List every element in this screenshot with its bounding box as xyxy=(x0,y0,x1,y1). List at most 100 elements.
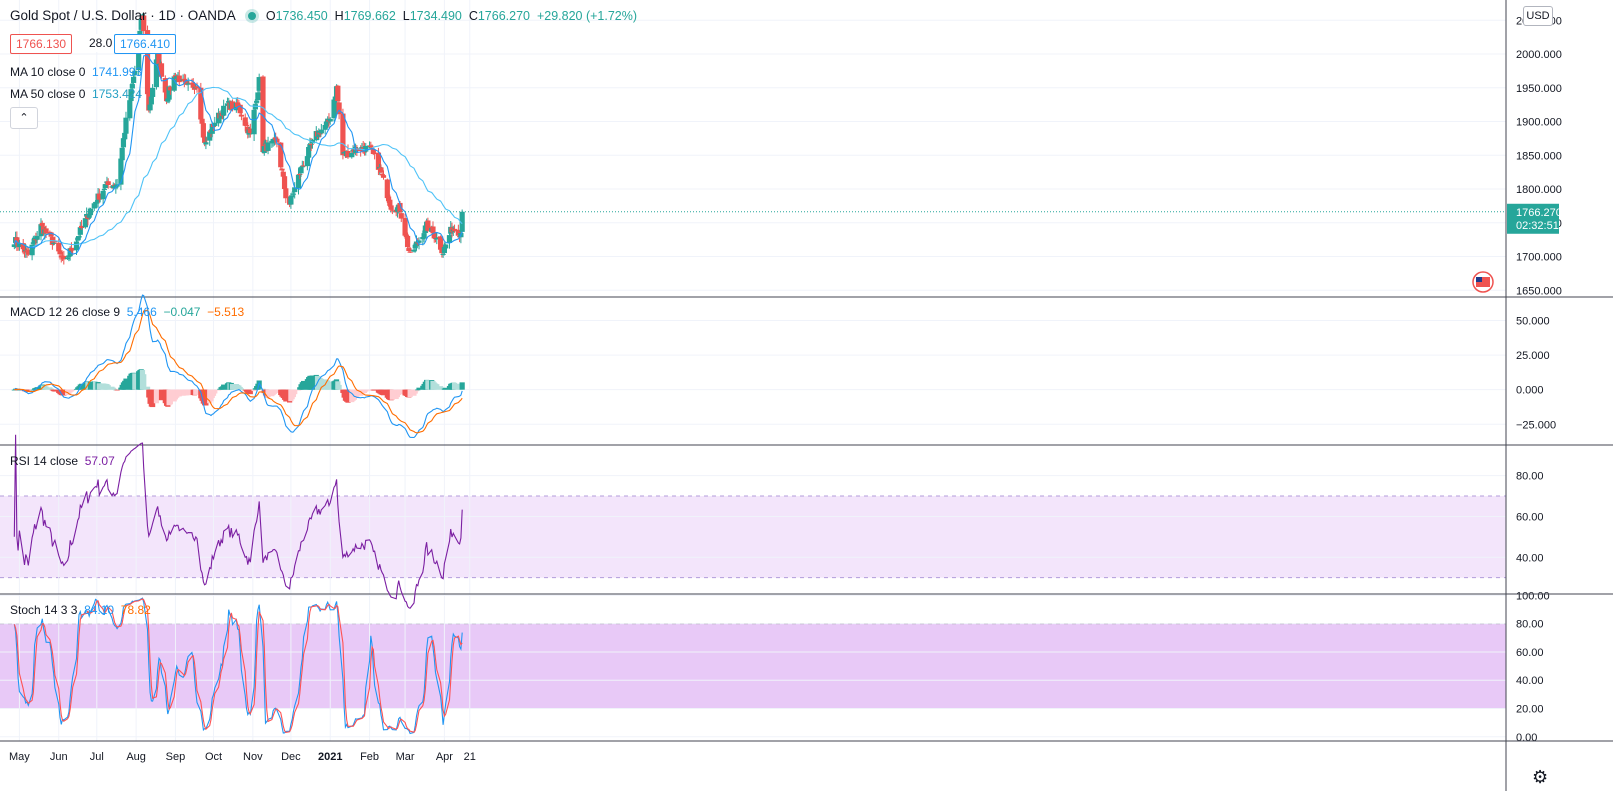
macd-hist-bar xyxy=(229,383,236,390)
macd-hist-bar xyxy=(48,388,54,390)
candle-body xyxy=(185,83,191,85)
candle-body xyxy=(34,236,40,240)
candle-body xyxy=(128,89,134,102)
candle xyxy=(389,205,395,215)
ma50-legend[interactable]: MA 50 close 0 1753.424 xyxy=(10,87,142,101)
candle-body xyxy=(397,202,403,213)
rsi-value: 57.07 xyxy=(84,454,115,468)
macd-hist-bar xyxy=(251,389,257,392)
candle xyxy=(443,243,449,252)
macd-hist-bar xyxy=(61,389,67,396)
pane-axis-label: 0.000 xyxy=(1516,385,1544,397)
ma50-label: MA 50 close 0 xyxy=(10,87,86,101)
candle-body xyxy=(29,244,35,256)
price-axis-label: 1850.000 xyxy=(1516,150,1562,162)
candle xyxy=(105,178,111,189)
candle-body xyxy=(398,213,404,219)
macd-hist-bar xyxy=(114,389,120,391)
candle xyxy=(398,212,404,223)
stoch-title: Stoch 14 3 3 xyxy=(10,603,78,617)
candle-body xyxy=(349,152,355,158)
candle-body xyxy=(446,235,453,244)
macd-histogram xyxy=(11,369,465,408)
candle-body xyxy=(147,104,153,111)
macd-hist-bar xyxy=(425,380,431,390)
macd-hist-bar xyxy=(318,378,324,390)
stoch-legend[interactable]: Stoch 14 3 3 84.10 78.82 xyxy=(10,603,151,617)
macd-hist-bar xyxy=(110,387,116,390)
candle-body xyxy=(308,143,314,145)
candle-body xyxy=(358,149,364,151)
macd-signal-line xyxy=(14,309,463,434)
candle-body xyxy=(103,184,109,189)
candle-body xyxy=(129,84,135,89)
macd-hist-bar xyxy=(43,386,49,390)
candle xyxy=(378,164,384,174)
candle-body xyxy=(459,211,465,232)
rsi-band xyxy=(0,496,1506,578)
macd-hist-bar xyxy=(78,383,85,390)
currency-button[interactable]: USD xyxy=(1523,6,1553,26)
macd-hist-bar xyxy=(354,389,360,397)
candle-body xyxy=(167,86,173,91)
candle-body xyxy=(94,202,100,204)
macd-hist-bar xyxy=(16,389,23,391)
time-axis-label: 21 xyxy=(464,751,476,763)
candle xyxy=(77,221,83,240)
macd-hist-bar xyxy=(283,389,289,402)
candle-body xyxy=(75,237,81,241)
us-flag-icon-stripes xyxy=(1476,277,1490,287)
time-axis-label: Oct xyxy=(205,751,222,763)
candle-body xyxy=(100,190,106,200)
candle-body xyxy=(243,125,250,127)
macd-hist-bar xyxy=(96,383,102,390)
candle-body xyxy=(387,199,393,206)
rsi-legend[interactable]: RSI 14 close 57.07 xyxy=(10,454,115,468)
candle xyxy=(243,119,250,127)
candle-body xyxy=(280,171,286,177)
macd-hist-bar xyxy=(176,389,182,397)
candle-body xyxy=(379,173,385,176)
time-axis-label: 2021 xyxy=(318,751,342,763)
rsi-line xyxy=(13,434,463,609)
symbol-title[interactable]: Gold Spot / U.S. Dollar · 1D · OANDA xyxy=(10,8,236,23)
candle-body xyxy=(221,105,227,116)
candle xyxy=(141,14,147,36)
candle xyxy=(459,209,465,234)
candle-body xyxy=(156,48,162,64)
time-axis-label: Mar xyxy=(396,751,415,763)
candle xyxy=(406,243,412,253)
ma10-legend[interactable]: MA 10 close 0 1741.993 xyxy=(10,65,142,79)
candle-body xyxy=(403,234,409,238)
candle-body xyxy=(86,214,92,218)
candle xyxy=(299,160,305,173)
price-axis-label: 2000.000 xyxy=(1516,49,1562,61)
candle-body xyxy=(411,249,417,252)
candle-body xyxy=(153,59,160,88)
macd-hist-bar xyxy=(144,386,151,390)
candle-body xyxy=(91,203,97,209)
bid-price-button[interactable]: 1766.130 xyxy=(10,34,73,54)
candle xyxy=(425,217,431,233)
ask-price-button[interactable]: 1766.410 xyxy=(114,34,177,54)
macd-title: MACD 12 26 close 9 xyxy=(10,305,121,319)
candle-body xyxy=(372,153,378,155)
macd-hist-bar xyxy=(123,378,129,390)
candle-body xyxy=(425,220,431,231)
macd-hist-bar xyxy=(416,387,422,390)
candle-body xyxy=(209,123,215,134)
candle-body xyxy=(247,128,253,134)
collapse-legend-button[interactable]: ⌃ xyxy=(10,107,38,129)
ma50-value: 1753.424 xyxy=(92,87,143,101)
candle xyxy=(331,97,337,122)
candle-body xyxy=(166,86,172,100)
candle xyxy=(52,236,58,244)
candle-body xyxy=(61,255,67,260)
gear-icon[interactable]: ⚙ xyxy=(1532,767,1549,787)
candle-body xyxy=(78,225,85,229)
macd-legend[interactable]: MACD 12 26 close 9 5.466 −0.047 −5.513 xyxy=(10,305,244,319)
candle-body xyxy=(144,30,151,95)
stoch-k-value: 84.10 xyxy=(84,603,115,617)
macd-hist-bar xyxy=(451,382,458,390)
